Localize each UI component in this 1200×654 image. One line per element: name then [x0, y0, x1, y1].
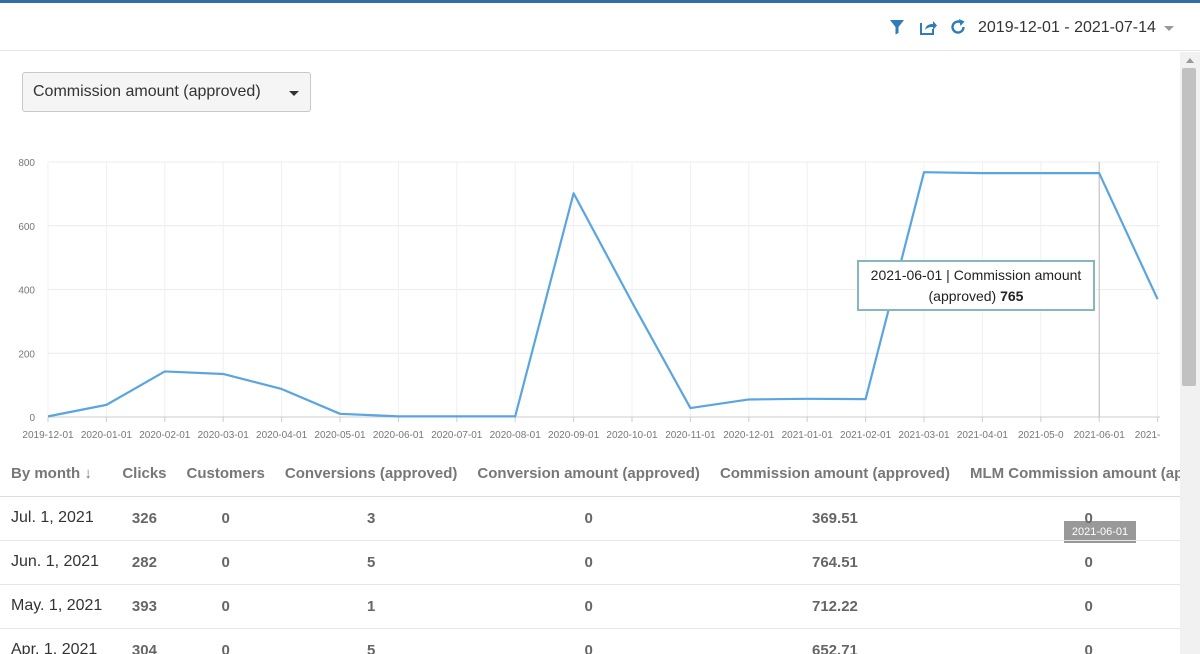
table-cell: 0	[959, 584, 1180, 629]
table-row: May. 1, 2021 393 0 1 0 712.22 0	[0, 584, 1180, 629]
x-tick-label: 2020-05-01	[314, 430, 366, 441]
table-cell: 0	[176, 496, 275, 541]
x-tick-label: 2020-07-01	[431, 430, 483, 441]
metric-select-value: Commission amount (approved)	[33, 83, 261, 100]
x-tick-label: 2020-11-01	[665, 430, 716, 441]
main-content: Commission amount (approved) 0 200 400 600 8…	[0, 52, 1180, 654]
table-cell: 0	[176, 628, 275, 654]
x-tick-label: 2020-06-01	[373, 430, 425, 441]
refresh-icon[interactable]	[948, 17, 968, 37]
x-tick-label: 2020-12-01	[723, 430, 775, 441]
table-body: Jul. 1, 2021 326 0 3 0 369.51 0 Jun. 1, 2021 282…	[0, 496, 1180, 654]
table-cell: 712.22	[709, 584, 960, 629]
metric-select[interactable]: Commission amount (approved)	[22, 72, 311, 112]
table-row: Jul. 1, 2021 326 0 3 0 369.51 0	[0, 496, 1180, 541]
x-tick-label: 2021-03-01	[898, 430, 950, 441]
scrollbar-thumb[interactable]	[1182, 68, 1196, 386]
table-cell: 0	[959, 496, 1180, 541]
table-cell: May. 1, 2021	[0, 584, 113, 629]
table-cell: 0	[959, 540, 1180, 585]
table-cell: Jul. 1, 2021	[0, 496, 113, 541]
table-cell: 0	[467, 540, 710, 585]
top-accent-bar	[0, 0, 1200, 3]
share-icon[interactable]	[918, 17, 938, 37]
x-tick-label: 2021-06-01	[1074, 430, 1126, 441]
table-cell: 0	[176, 540, 275, 585]
toolbar: 2019-12-01 - 2021-07-14	[0, 3, 1200, 51]
table-cell: 652.71	[709, 628, 960, 654]
table-row: Apr. 1, 2021 304 0 5 0 652.71 0	[0, 628, 1180, 654]
x-tick-label: 2020-10-01	[606, 430, 658, 441]
x-tick-label: 2020-02-01	[139, 430, 191, 441]
column-header[interactable]: Commission amount (approved)	[709, 452, 960, 497]
y-tick-label: 0	[29, 413, 35, 424]
tooltip-value: 765	[1000, 288, 1024, 304]
date-range-text: 2019-12-01 - 2021-07-14	[978, 19, 1156, 36]
y-tick-label: 600	[18, 222, 35, 233]
sort-column-header[interactable]: By month ↓	[0, 452, 113, 497]
x-tick-label: 2020-03-01	[198, 430, 250, 441]
monthly-table: By month ↓ Clicks Customers Conversions (ap…	[0, 452, 1180, 654]
table-cell: 0	[467, 584, 710, 629]
table-cell: 1	[274, 584, 468, 629]
filter-icon[interactable]	[887, 17, 907, 37]
x-tick-label: 2019-12-01	[22, 430, 74, 441]
y-tick-label: 200	[18, 349, 35, 360]
x-tick-label: 2021-05-0	[1018, 430, 1064, 441]
caret-down-icon	[289, 91, 299, 96]
column-header[interactable]: Clicks	[112, 452, 177, 497]
tooltip-text: 2021-06-01 | Commission amount (approved…	[870, 267, 1082, 304]
table-cell: 326	[112, 496, 177, 541]
table-cell: 282	[112, 540, 177, 585]
x-tick-label: 2021-07-0	[1135, 430, 1180, 441]
table-cell: 304	[112, 628, 177, 654]
y-tick-label: 400	[18, 286, 35, 297]
scroll-up-arrow-icon[interactable]	[1186, 58, 1194, 63]
chart-svg: 0 200 400 600 800 2019-12-01 2020-01-01 2020-02…	[0, 152, 1180, 452]
column-header[interactable]: Conversion amount (approved)	[467, 452, 710, 497]
column-header[interactable]: MLM Commission amount (appro	[959, 452, 1180, 497]
date-range-picker[interactable]: 2019-12-01 - 2021-07-14	[978, 15, 1174, 41]
table-header-row: By month ↓ Clicks Customers Conversions (ap…	[0, 452, 1180, 497]
column-header[interactable]: Customers	[176, 452, 275, 497]
table-cell: Apr. 1, 2021	[0, 628, 113, 654]
column-header[interactable]: Conversions (approved)	[274, 452, 468, 497]
table-cell: 3	[274, 496, 468, 541]
table-cell: 0	[176, 584, 275, 629]
table-cell: 0	[467, 496, 710, 541]
table-cell: Jun. 1, 2021	[0, 540, 113, 585]
x-tick-label: 2020-08-01	[490, 430, 542, 441]
x-tick-label: 2020-04-01	[256, 430, 308, 441]
table-row: Jun. 1, 2021 282 0 5 0 764.51 0	[0, 540, 1180, 585]
table-cell: 764.51	[709, 540, 960, 585]
table-cell: 5	[274, 628, 468, 654]
y-tick-label: 800	[18, 158, 35, 169]
chart-tooltip: 2021-06-01 | Commission amount (approved…	[857, 260, 1095, 311]
x-tick-label: 2021-04-01	[957, 430, 1009, 441]
table-cell: 0	[959, 628, 1180, 654]
vertical-scrollbar[interactable]	[1180, 52, 1200, 654]
line-chart[interactable]: 0 200 400 600 800 2019-12-01 2020-01-01 2020-02…	[0, 152, 1180, 543]
series-line	[48, 172, 1158, 416]
table-cell: 369.51	[709, 496, 960, 541]
x-tick-label: 2021-02-01	[840, 430, 892, 441]
x-tick-label: 2021-01-01	[782, 430, 834, 441]
chevron-down-icon	[1163, 25, 1174, 31]
table-cell: 393	[112, 584, 177, 629]
x-tick-label: 2020-09-01	[548, 430, 600, 441]
table-cell: 5	[274, 540, 468, 585]
table-cell: 0	[467, 628, 710, 654]
x-tick-label: 2020-01-01	[81, 430, 133, 441]
